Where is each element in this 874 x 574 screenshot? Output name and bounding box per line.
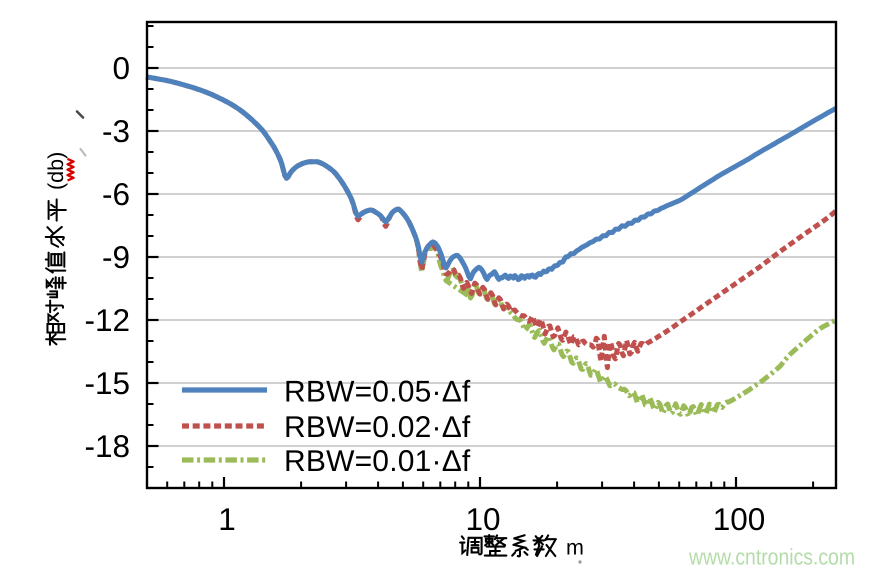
svg-text:-9: -9 — [102, 239, 130, 275]
svg-text:www.cntronics.com: www.cntronics.com — [688, 545, 855, 570]
svg-text:(db): (db) — [44, 152, 68, 190]
svg-text:-6: -6 — [102, 176, 130, 212]
svg-text:1: 1 — [218, 501, 236, 537]
svg-text:10: 10 — [465, 501, 500, 537]
svg-text:100: 100 — [713, 501, 766, 537]
svg-text:RBW=0.01·Δf: RBW=0.01·Δf — [284, 445, 471, 478]
svg-text:-12: -12 — [84, 302, 130, 338]
svg-text:-3: -3 — [102, 113, 130, 149]
svg-text:RBW=0.02·Δf: RBW=0.02·Δf — [284, 411, 471, 444]
svg-text:-18: -18 — [84, 428, 130, 464]
svg-text:m: m — [566, 536, 584, 560]
svg-text:0: 0 — [112, 50, 130, 86]
svg-text:RBW=0.05·Δf: RBW=0.05·Δf — [284, 376, 471, 409]
svg-text:-15: -15 — [84, 365, 130, 401]
